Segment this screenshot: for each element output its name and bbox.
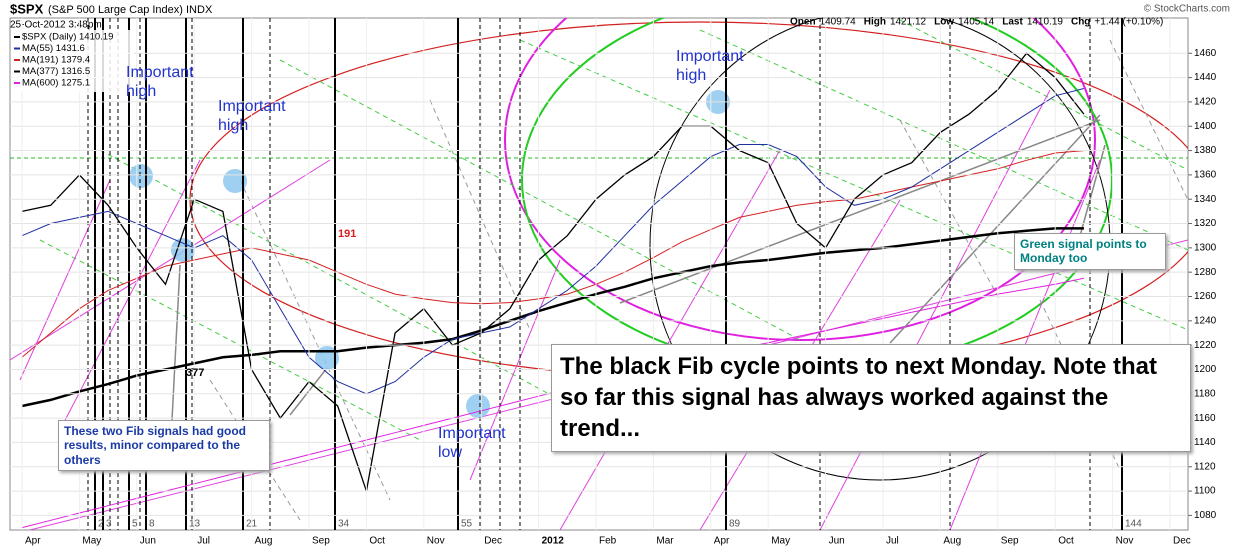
y-tick-label: 1260 <box>1194 291 1217 302</box>
y-tick-label: 1140 <box>1194 437 1216 448</box>
x-tick-label: Aug <box>943 536 961 547</box>
annotation: Important low <box>438 425 506 462</box>
annotation: The black Fib cycle points to next Monda… <box>551 344 1191 452</box>
x-tick-label: May <box>82 536 101 547</box>
cycle-label: 8 <box>149 519 155 530</box>
quote-label: Chg <box>1071 17 1090 28</box>
cycle-drawings <box>10 18 1188 530</box>
quote-value: 1405.14 <box>958 17 995 28</box>
cycle-label: 2 <box>98 519 104 530</box>
cycle-label: 5 <box>132 519 138 530</box>
x-tick-label: Feb <box>599 536 617 547</box>
magenta-ellipse <box>504 18 1096 341</box>
y-tick-label: 1200 <box>1194 364 1217 375</box>
cycle-label: 144 <box>1125 519 1142 530</box>
annotation: 377 <box>186 367 205 379</box>
y-tick-label: 1180 <box>1194 388 1216 399</box>
x-tick-label: Nov <box>427 536 445 547</box>
series-line <box>21 227 1084 408</box>
y-tick-label: 1400 <box>1194 121 1217 132</box>
legend-label: MA(600) 1275.1 <box>22 78 90 89</box>
annotation: Important high <box>676 48 744 85</box>
x-tick-label: Jul <box>197 536 210 547</box>
annotation: Green signal points to Monday too <box>1014 233 1166 270</box>
quote-label: High <box>864 17 886 28</box>
x-tick-label: Nov <box>1116 536 1134 547</box>
series-line <box>21 88 1085 395</box>
x-tick-label: Dec <box>484 536 502 547</box>
quote-label: Low <box>934 17 954 28</box>
y-tick-label: 1080 <box>1194 510 1217 521</box>
annotation: Important high <box>126 64 194 101</box>
chart-title: $SPX <box>10 1 44 16</box>
legend-label: MA(377) 1316.5 <box>22 66 90 77</box>
x-tick-label: Sep <box>312 536 330 547</box>
x-tick-label: Jul <box>886 536 899 547</box>
legend-label: MA(55) 1431.6 <box>22 43 85 54</box>
x-tick-label: Dec <box>1173 536 1191 547</box>
y-tick-label: 1100 <box>1194 486 1216 497</box>
x-tick-label: Aug <box>255 536 273 547</box>
y-tick-label: 1280 <box>1194 267 1217 278</box>
x-tick-label: Mar <box>656 536 674 547</box>
quote-value: 1410.19 <box>1027 17 1064 28</box>
y-tick-label: 1440 <box>1194 72 1217 83</box>
annotation: These two Fib signals had good results, … <box>58 420 270 472</box>
chart-subtitle: (S&P 500 Large Cap Index) INDX <box>48 4 213 16</box>
legend-box <box>12 30 134 92</box>
source: © StockCharts.com <box>1144 4 1230 15</box>
x-tick-label: 2012 <box>542 536 565 547</box>
x-tick-label: Jun <box>140 536 156 547</box>
quote-label: Last <box>1002 17 1023 28</box>
y-tick-label: 1160 <box>1194 413 1216 424</box>
date: 25-Oct-2012 3:48pm <box>10 20 102 31</box>
x-tick-label: Jun <box>829 536 845 547</box>
y-tick-label: 1340 <box>1194 194 1217 205</box>
quote-value: +1.44 (+0.10%) <box>1094 17 1163 28</box>
legend-label: MA(191) 1379.4 <box>22 55 90 66</box>
y-tick-label: 1240 <box>1194 315 1217 326</box>
y-tick-label: 1360 <box>1194 170 1217 181</box>
y-tick-label: 1380 <box>1194 145 1217 156</box>
cycle-label: 21 <box>246 519 258 530</box>
cycle-label: 3 <box>106 519 112 530</box>
x-tick-label: May <box>771 536 790 547</box>
cycle-label: 55 <box>461 519 473 530</box>
x-tick-label: Apr <box>714 536 730 547</box>
y-tick-label: 1460 <box>1194 48 1217 59</box>
y-tick-label: 1420 <box>1194 97 1217 108</box>
cycle-label: 13 <box>189 519 201 530</box>
x-tick-label: Sep <box>1001 536 1019 547</box>
quote-value: 1421.12 <box>890 17 927 28</box>
quote-label: Open <box>790 17 816 28</box>
y-tick-label: 1320 <box>1194 218 1217 229</box>
legend-label: $SPX (Daily) 1410.19 <box>22 32 113 43</box>
cycle-label: 34 <box>338 519 350 530</box>
annotation: Important high <box>218 98 286 135</box>
x-tick-label: Oct <box>1058 536 1074 547</box>
y-tick-label: 1220 <box>1194 340 1217 351</box>
signal-points <box>129 90 730 418</box>
quote-value: 1409.74 <box>820 17 857 28</box>
cycle-label: 89 <box>729 519 741 530</box>
y-tick-label: 1120 <box>1194 461 1216 472</box>
annotation: 191 <box>338 228 357 240</box>
y-tick-label: 1300 <box>1194 242 1217 253</box>
cycle-lines <box>87 18 1123 530</box>
x-tick-label: Oct <box>369 536 385 547</box>
green-diagonals <box>39 19 1188 441</box>
x-tick-label: Apr <box>25 536 41 547</box>
